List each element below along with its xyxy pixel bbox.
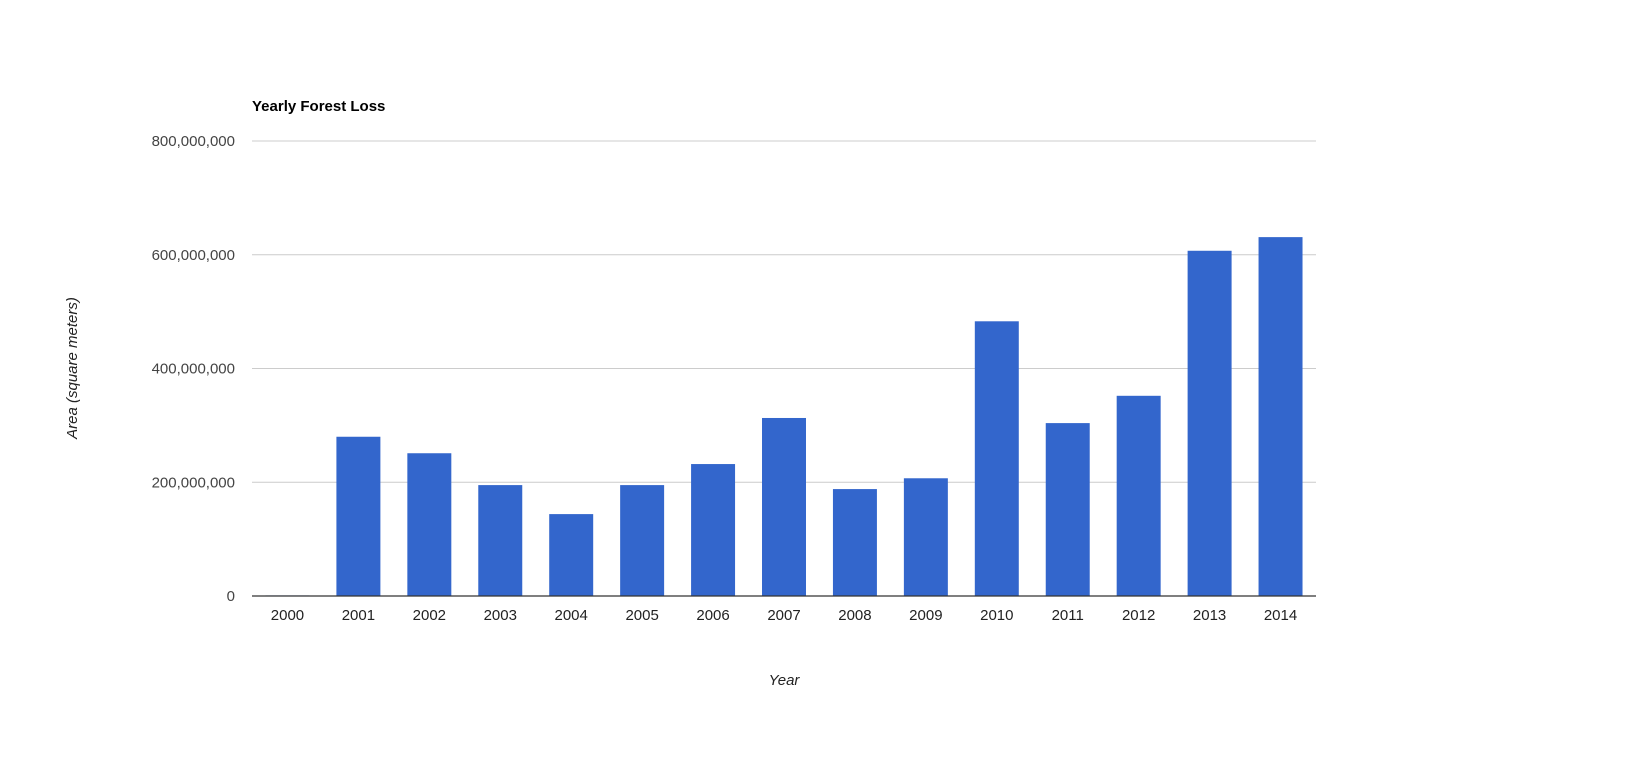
bar-2013[interactable] bbox=[1187, 250, 1232, 597]
x-tick-label: 2002 bbox=[413, 607, 446, 624]
x-tick-label: 2007 bbox=[767, 607, 800, 624]
x-tick-label: 2003 bbox=[484, 607, 517, 624]
x-tick-label: 2009 bbox=[909, 607, 942, 624]
y-tick-label: 0 bbox=[227, 588, 235, 605]
bar-2014[interactable] bbox=[1258, 237, 1303, 596]
bar-2012[interactable] bbox=[1116, 395, 1161, 596]
bar-2009[interactable] bbox=[903, 478, 948, 596]
bar-2005[interactable] bbox=[620, 485, 665, 596]
y-tick-label: 600,000,000 bbox=[152, 247, 235, 264]
x-tick-label: 2012 bbox=[1122, 607, 1155, 624]
bar-2008[interactable] bbox=[832, 489, 877, 596]
x-tick-label: 2014 bbox=[1264, 607, 1297, 624]
bar-2001[interactable] bbox=[336, 436, 381, 596]
x-tick-label: 2013 bbox=[1193, 607, 1226, 624]
x-tick-label: 2000 bbox=[271, 607, 304, 624]
bar-2002[interactable] bbox=[407, 453, 452, 596]
x-tick-label: 2011 bbox=[1052, 607, 1084, 624]
bar-2007[interactable] bbox=[762, 417, 806, 596]
bar-2003[interactable] bbox=[478, 485, 523, 596]
x-tick-label: 2008 bbox=[838, 607, 871, 624]
x-tick-label: 2005 bbox=[625, 607, 658, 624]
x-tick-label: 2006 bbox=[696, 607, 729, 624]
y-tick-label: 200,000,000 bbox=[152, 474, 235, 491]
x-axis-label: Year bbox=[769, 672, 801, 689]
bar-2006[interactable] bbox=[691, 464, 736, 596]
x-tick-label: 2004 bbox=[555, 607, 588, 624]
x-tick-label: 2001 bbox=[342, 607, 375, 624]
bar-2004[interactable] bbox=[549, 514, 594, 596]
y-tick-label: 800,000,000 bbox=[152, 133, 235, 150]
chart-title: Yearly Forest Loss bbox=[252, 98, 385, 115]
bar-2011[interactable] bbox=[1045, 423, 1090, 596]
y-tick-label: 400,000,000 bbox=[152, 361, 235, 378]
bar-2010[interactable] bbox=[974, 321, 1019, 596]
y-axis-label: Area (square meters) bbox=[64, 297, 81, 440]
x-tick-label: 2010 bbox=[980, 607, 1013, 624]
